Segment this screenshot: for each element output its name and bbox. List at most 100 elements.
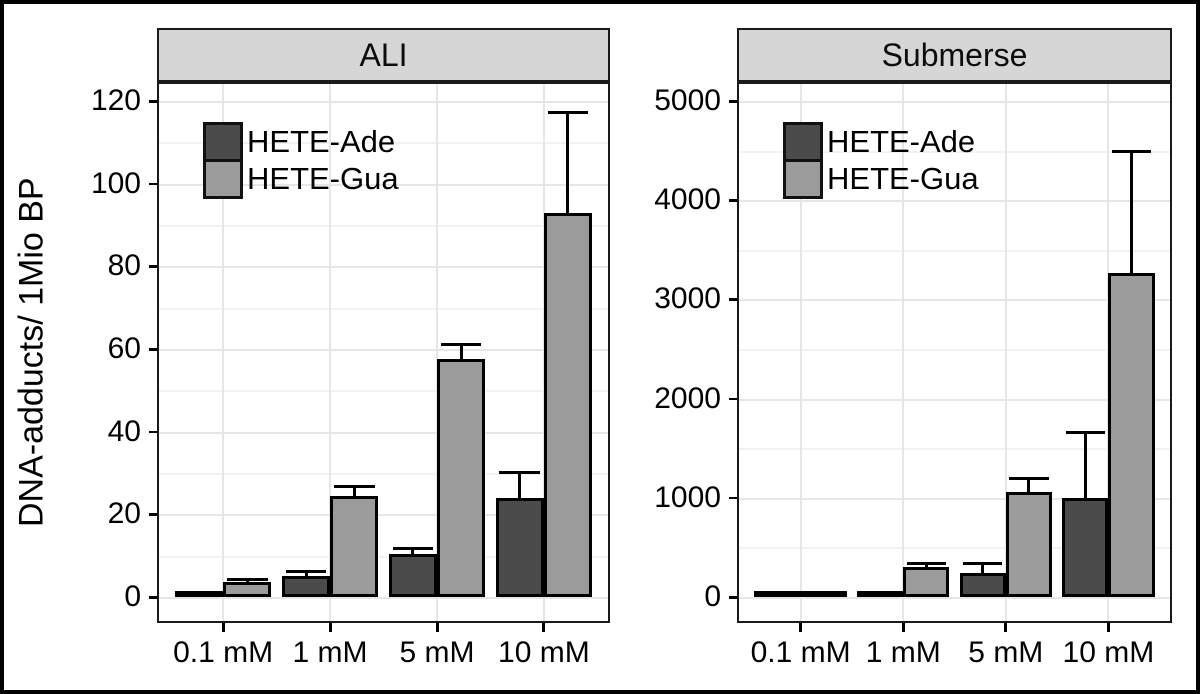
y-tick-mark [729,298,737,301]
y-tick-label: 3000 [654,282,721,316]
y-tick-label: 40 [107,414,141,448]
y-tick-mark [729,100,737,103]
h-gridline-major [159,514,608,517]
legend-label: HETE-Gua [247,161,399,196]
error-bar-cap [547,111,589,115]
y-tick-label: 120 [90,84,141,117]
error-bar-cap [1111,149,1152,153]
bar-hete-gua [330,495,379,597]
h-gridline-minor [159,473,608,475]
y-tick-mark [149,265,157,268]
v-gridline-major [1004,84,1007,621]
panel-submerse: Submerse HETE-Ade HETE-Gua 0 1000 2000 3000 4… [647,28,1178,688]
y-tick-mark [149,100,157,103]
bar-hete-gua [1108,272,1155,597]
legend-item: HETE-Gua [783,159,979,199]
error-bar-cap [226,578,268,582]
error-bar-cap [333,485,375,489]
legend-label: HETE-Ade [247,124,396,159]
x-tick-mark [542,623,546,632]
error-bar-stem [1083,431,1087,500]
bar-hete-gua [1005,491,1052,597]
x-tick-label: 1 mM [865,636,941,669]
y-tick-label: 5000 [654,84,721,117]
x-tick-mark [221,623,225,632]
legend: HETE-Ade HETE-Gua [783,122,979,199]
x-tick-label: 10 mM [1062,636,1155,669]
h-gridline-major [159,431,608,434]
y-tick-mark [729,496,737,500]
error-bar-cap [285,570,327,574]
y-tick-label: 20 [107,497,141,531]
bar-hete-gua [800,591,847,597]
h-gridline-major [739,497,1170,500]
legend-swatch-hete-ade [783,122,823,162]
legend-item: HETE-Gua [203,159,399,199]
h-gridline-minor [159,225,608,227]
bar-hete-ade [1062,497,1109,597]
legend-label: HETE-Ade [827,124,976,159]
x-tick-label: 10 mM [498,636,590,669]
v-gridline-major [436,84,438,621]
error-bar-stem [459,342,463,362]
error-bar-stem [981,562,985,575]
h-gridline-minor [159,307,608,310]
x-tick-mark [435,623,439,632]
y-tick-label: 100 [90,166,141,200]
panel-ali: ALI HETE-Ade HETE-Gua 0 20 40 60 80 100 120 0.1 … [67,28,616,688]
y-tick-label: 0 [124,580,141,613]
legend-swatch-hete-ade [203,122,243,162]
panels-container: ALI HETE-Ade HETE-Gua 0 20 40 60 80 100 120 0.1 … [0,28,1200,688]
legend-item: HETE-Ade [203,122,399,162]
x-tick-mark [901,623,905,632]
h-gridline-major [159,266,608,269]
h-gridline-major [739,299,1170,302]
bar-hete-ade [857,591,904,597]
bar-hete-gua [903,567,950,597]
error-bar-cap [1065,431,1105,435]
error-bar-cap [963,562,1003,566]
x-tick-label: 1 mM [292,636,368,669]
x-tick-mark [1004,623,1008,632]
panel-title: Submerse [881,36,1028,73]
v-gridline-major [222,84,225,621]
bar-hete-ade [175,591,224,597]
y-tick-label: 0 [704,580,721,613]
h-gridline-minor [739,150,1170,153]
bar-hete-gua [223,582,272,597]
panel-strip: ALI [157,28,610,82]
panel-strip: Submerse [737,28,1172,82]
y-tick-label: 80 [107,249,141,283]
y-tick-label: 4000 [654,183,721,217]
h-gridline-major [159,597,608,599]
x-tick-label: 5 mM [968,636,1044,669]
error-bar-cap [906,561,946,565]
h-gridline-major [739,200,1170,203]
x-tick-label: 0.1 mM [173,636,274,669]
h-gridline-minor [739,547,1170,550]
error-bar-stem [1027,476,1031,494]
bar-hete-gua [437,359,486,597]
y-tick-label: 2000 [654,381,721,415]
h-gridline-major [739,597,1170,599]
y-tick-mark [149,348,157,351]
bar-hete-ade [281,576,330,597]
plot-area: HETE-Ade HETE-Gua [157,82,610,623]
error-bar-stem [304,570,308,579]
h-gridline-major [159,183,608,186]
bar-hete-ade [388,553,437,597]
plot-area: HETE-Ade HETE-Gua [737,82,1172,623]
x-tick-mark [799,623,803,632]
error-bar-stem [518,470,522,500]
x-tick-mark [328,623,332,632]
legend: HETE-Ade HETE-Gua [203,122,399,199]
y-tick-label: 60 [107,332,141,365]
y-tick-mark [729,596,737,599]
error-bar-cap [499,470,541,474]
legend-label: HETE-Gua [827,161,979,196]
error-bar-stem [924,561,928,570]
v-gridline-major [902,84,905,621]
legend-item: HETE-Ade [783,122,979,162]
x-tick-label: 5 mM [399,636,475,669]
y-tick-mark [729,397,737,401]
